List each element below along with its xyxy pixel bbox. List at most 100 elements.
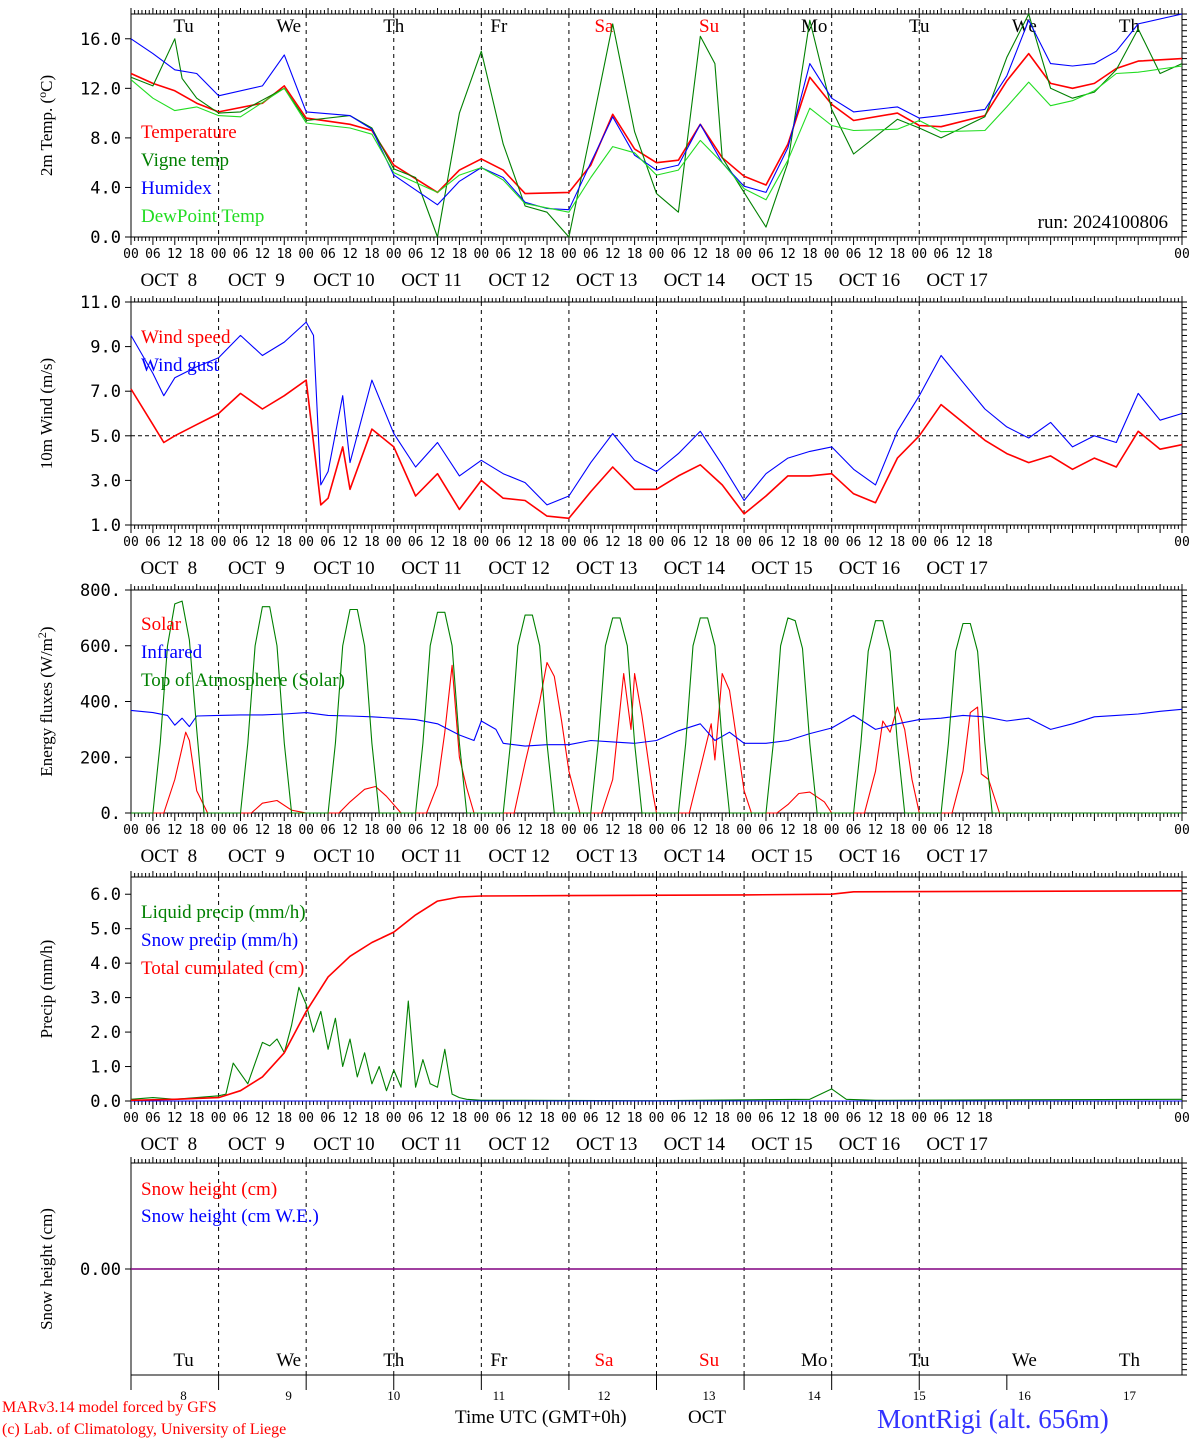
hour-tick-label: 12	[868, 823, 884, 838]
series-line-vigne-temp	[130, 13, 1183, 238]
hour-tick-label: 12	[342, 535, 358, 550]
hour-tick-label: 00	[911, 823, 927, 838]
weekday-label: Su	[699, 1350, 720, 1371]
series-line-infrared	[130, 708, 1183, 747]
hour-tick-label: 06	[671, 535, 687, 550]
hour-tick-label: 12	[780, 1111, 796, 1126]
hour-tick-label: 18	[802, 247, 818, 262]
hour-tick-label: 18	[890, 535, 906, 550]
date-label: OCT 13	[576, 846, 637, 867]
date-label: OCT 8	[140, 558, 197, 579]
hour-tick-label: 12	[255, 1111, 271, 1126]
hour-tick-label: 12	[430, 1111, 446, 1126]
hour-tick-label: 06	[495, 823, 511, 838]
hour-tick-label: 12	[255, 247, 271, 262]
date-label: OCT 16	[839, 846, 900, 867]
hour-tick-label: 12	[517, 823, 533, 838]
date-label: OCT 17	[926, 846, 987, 867]
date-label: OCT 10	[313, 846, 374, 867]
date-label: OCT 11	[401, 1134, 462, 1155]
series-line-wind-speed	[130, 379, 1183, 520]
hour-tick-label: 00	[386, 823, 402, 838]
station-name: MontRigi (alt. 656m)	[877, 1404, 1109, 1434]
hour-tick-label: 00	[211, 823, 227, 838]
hour-tick-label: 00	[474, 1111, 490, 1126]
date-label: OCT 10	[313, 270, 374, 291]
hour-tick-label: 12	[780, 535, 796, 550]
legend-entry: Solar	[141, 614, 182, 635]
legend-entry: Infrared	[141, 642, 203, 663]
y-tick-label: 4.0	[90, 178, 121, 198]
date-label: OCT 8	[140, 270, 197, 291]
hour-tick-label: 00	[561, 247, 577, 262]
hour-tick-label: 06	[233, 535, 249, 550]
hour-tick-label: 12	[605, 1111, 621, 1126]
hour-tick-label: 00	[649, 247, 665, 262]
weekday-label: We	[276, 1350, 301, 1371]
weekday-label: Mo	[801, 16, 827, 37]
hour-tick-label: 18	[276, 823, 292, 838]
day-number-label: 8	[180, 1388, 187, 1403]
legend-entry: Temperature	[141, 122, 237, 143]
hour-tick-label: 00	[298, 823, 314, 838]
hour-tick-label: 00	[386, 1111, 402, 1126]
hour-tick-label: 18	[890, 247, 906, 262]
hour-tick-label: 18	[364, 247, 380, 262]
y-tick-label: 0.0	[90, 1092, 121, 1112]
hour-tick-label: 12	[167, 1111, 183, 1126]
weekday-label: Tu	[173, 16, 194, 37]
hour-tick-label: 06	[320, 535, 336, 550]
hour-tick-label: 00	[649, 1111, 665, 1126]
day-number-label: 15	[913, 1388, 926, 1403]
hour-tick-label: 18	[276, 535, 292, 550]
hour-tick-label: 12	[955, 1111, 971, 1126]
legend-entry: Vigne temp	[141, 150, 229, 171]
weekday-label: Tu	[909, 1350, 930, 1371]
hour-tick-label: 06	[408, 823, 424, 838]
date-label: OCT 11	[401, 558, 462, 579]
hour-tick-label: 00	[298, 247, 314, 262]
hour-tick-label: 06	[846, 1111, 862, 1126]
hour-tick-label: 12	[955, 823, 971, 838]
hour-tick-label: 18	[276, 247, 292, 262]
hour-tick-label: 12	[692, 823, 708, 838]
series-line-total-cumulated-cm	[130, 890, 1183, 1102]
series-line-wind-gust	[130, 321, 1183, 506]
hour-tick-label: 18	[714, 535, 730, 550]
hour-tick-label: 06	[583, 1111, 599, 1126]
y-tick-label: 12.0	[80, 79, 121, 99]
y-tick-label: 200.	[80, 748, 121, 768]
date-label: OCT 12	[488, 846, 549, 867]
weekday-label: We	[1012, 1350, 1037, 1371]
hour-tick-label: 12	[955, 535, 971, 550]
lab-credit: (c) Lab. of Climatology, University of L…	[2, 1421, 286, 1438]
hour-tick-label: 12	[255, 535, 271, 550]
y-tick-label: 0.00	[80, 1260, 121, 1280]
hour-tick-label: 00	[1174, 535, 1190, 550]
date-label: OCT 14	[664, 846, 726, 867]
hour-tick-label: 18	[802, 823, 818, 838]
hour-tick-label: 18	[802, 535, 818, 550]
hour-tick-label: 00	[911, 247, 927, 262]
date-label: OCT 10	[313, 1134, 374, 1155]
y-tick-label: 600.	[80, 637, 121, 657]
hour-tick-label: 12	[430, 535, 446, 550]
y-tick-label: 400.	[80, 693, 121, 713]
y-axis-label: Precip (mm/h)	[37, 940, 56, 1039]
hour-tick-label: 12	[605, 823, 621, 838]
y-axis-label: Snow height (cm)	[37, 1208, 56, 1330]
hour-tick-label: 06	[933, 247, 949, 262]
hour-tick-label: 18	[364, 823, 380, 838]
hour-tick-label: 18	[977, 823, 993, 838]
x-axis-title: Time UTC (GMT+0h)	[455, 1407, 627, 1428]
hour-tick-label: 00	[736, 535, 752, 550]
hour-tick-label: 00	[911, 1111, 927, 1126]
y-tick-label: 2.0	[90, 1023, 121, 1043]
date-label: OCT 16	[839, 1134, 900, 1155]
day-number-label: 12	[597, 1388, 610, 1403]
hour-tick-label: 06	[408, 535, 424, 550]
hour-tick-label: 18	[539, 535, 555, 550]
hour-tick-label: 18	[627, 1111, 643, 1126]
hour-tick-label: 18	[539, 247, 555, 262]
